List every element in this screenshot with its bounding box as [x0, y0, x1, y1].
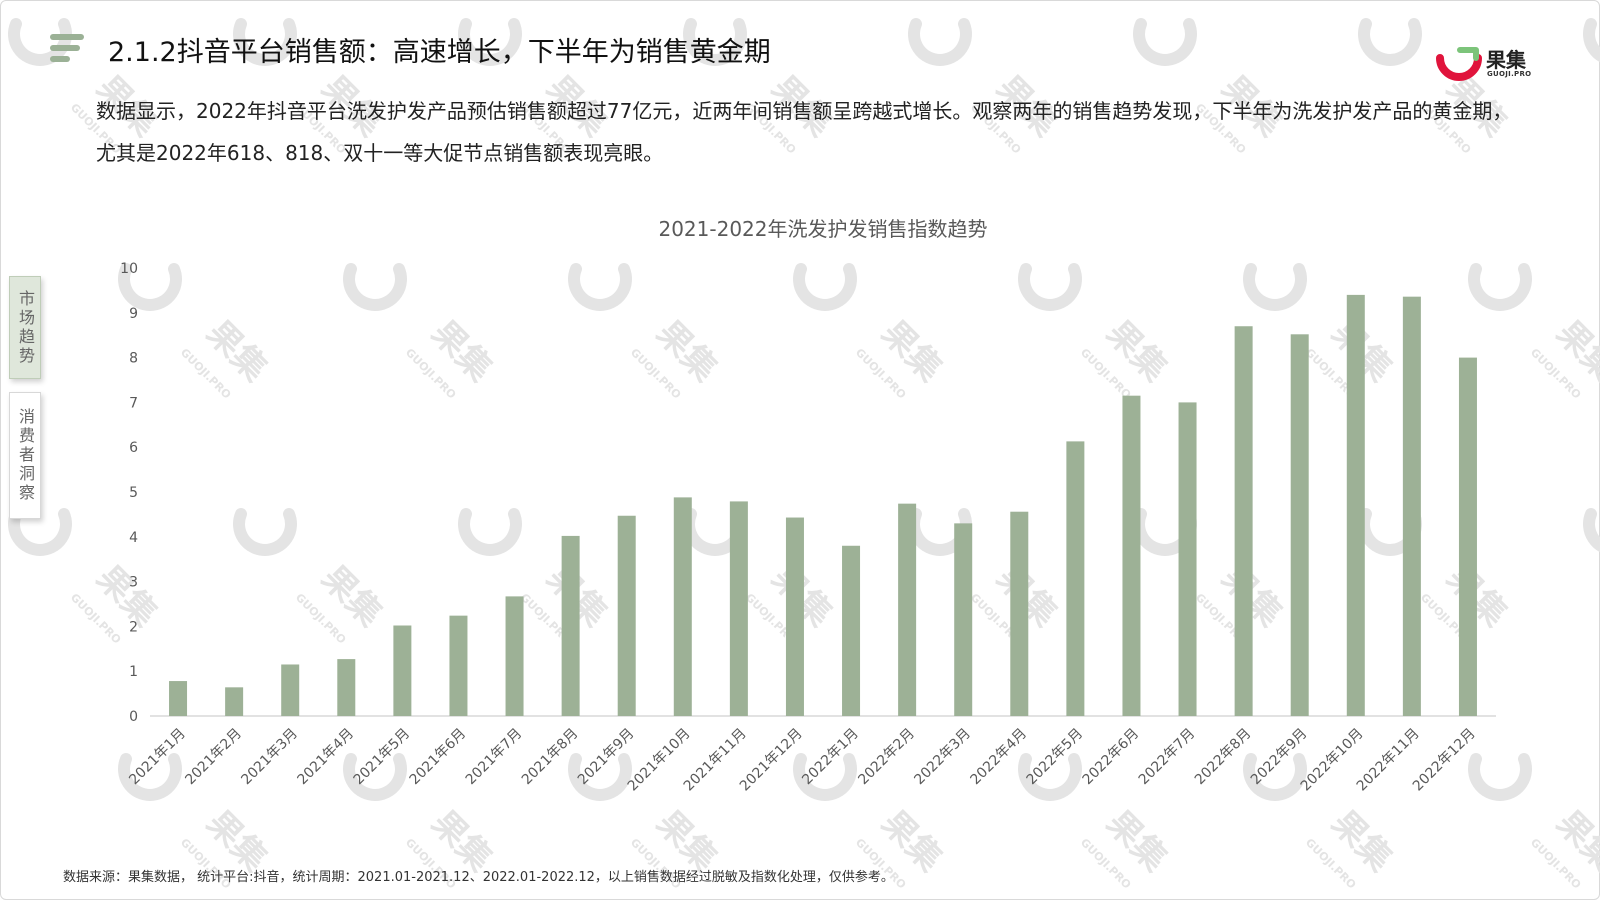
bar	[281, 664, 300, 716]
x-tick-label: 2021年6月	[407, 726, 470, 789]
x-tick-label: 2021年8月	[519, 726, 582, 789]
bar	[393, 625, 412, 716]
bar	[1010, 511, 1029, 716]
y-tick-label: 2	[129, 619, 138, 635]
bar	[617, 515, 636, 716]
y-tick-label: 8	[129, 351, 138, 367]
x-tick-label: 2021年2月	[182, 726, 245, 789]
bar	[1346, 294, 1365, 716]
menu-icon[interactable]	[50, 34, 84, 64]
y-tick-label: 0	[129, 709, 138, 725]
x-tick-label: 2021年1月	[126, 726, 189, 789]
intro-paragraph: 数据显示，2022年抖音平台洗发护发产品预估销售额超过77亿元，近两年间销售额呈…	[96, 99, 1513, 165]
bar	[1234, 326, 1253, 716]
bar	[505, 596, 524, 716]
bar	[1402, 296, 1421, 716]
y-tick-label: 9	[129, 306, 138, 322]
bar	[729, 501, 748, 716]
bar	[561, 535, 580, 716]
bar	[898, 503, 917, 716]
y-tick-label: 1	[129, 664, 138, 680]
bar	[785, 517, 804, 716]
x-tick-label: 2021年5月	[351, 726, 414, 789]
y-tick-label: 10	[120, 261, 138, 277]
x-tick-label: 2021年3月	[238, 726, 301, 789]
bar	[169, 681, 188, 716]
bar	[1290, 334, 1309, 716]
x-tick-label: 2022年4月	[968, 726, 1031, 789]
x-tick-label: 2021年4月	[295, 726, 358, 789]
y-tick-label: 5	[129, 485, 138, 501]
x-tick-label: 2022年2月	[855, 726, 918, 789]
source-note: 数据来源：果集数据， 统计平台:抖音，统计周期：2021.01-2021.12、…	[63, 870, 894, 885]
chart-title: 2021-2022年洗发护发销售指数趋势	[658, 217, 987, 241]
bar	[954, 523, 973, 716]
x-tick-label: 2022年1月	[799, 726, 862, 789]
logo-sub: GUOJI.PRO	[1487, 70, 1532, 78]
y-tick-label: 6	[129, 440, 138, 456]
logo-name: 果集	[1486, 48, 1526, 72]
bar	[673, 497, 692, 716]
x-tick-label: 2022年7月	[1136, 726, 1199, 789]
side-tab-market-trend[interactable]: 市场趋势	[9, 276, 41, 379]
x-tick-label: 2022年8月	[1192, 726, 1255, 789]
x-tick-label: 2022年5月	[1024, 726, 1087, 789]
bar	[1122, 395, 1141, 716]
bar	[225, 687, 244, 716]
y-tick-label: 7	[129, 395, 138, 411]
logo-mark-icon	[1436, 47, 1482, 81]
bar	[1066, 441, 1085, 716]
x-tick-label: 2021年7月	[463, 726, 526, 789]
bar	[842, 545, 861, 716]
page-title: 2.1.2抖音平台销售额：高速增长，下半年为销售黄金期	[108, 37, 771, 68]
bar	[1458, 357, 1477, 716]
x-tick-label: 2022年3月	[911, 726, 974, 789]
bar	[337, 659, 356, 716]
bar	[1178, 402, 1197, 716]
bar	[449, 615, 468, 716]
bar-chart: 2021-2022年洗发护发销售指数趋势0123456789102021年1月2…	[120, 217, 1496, 794]
x-tick-label: 2022年6月	[1080, 726, 1143, 789]
y-tick-label: 4	[129, 530, 138, 546]
brand-logo: 果集 GUOJI.PRO	[1436, 44, 1546, 86]
y-tick-label: 3	[129, 575, 138, 591]
side-tab-consumer-insight[interactable]: 消费者洞察	[9, 392, 41, 519]
